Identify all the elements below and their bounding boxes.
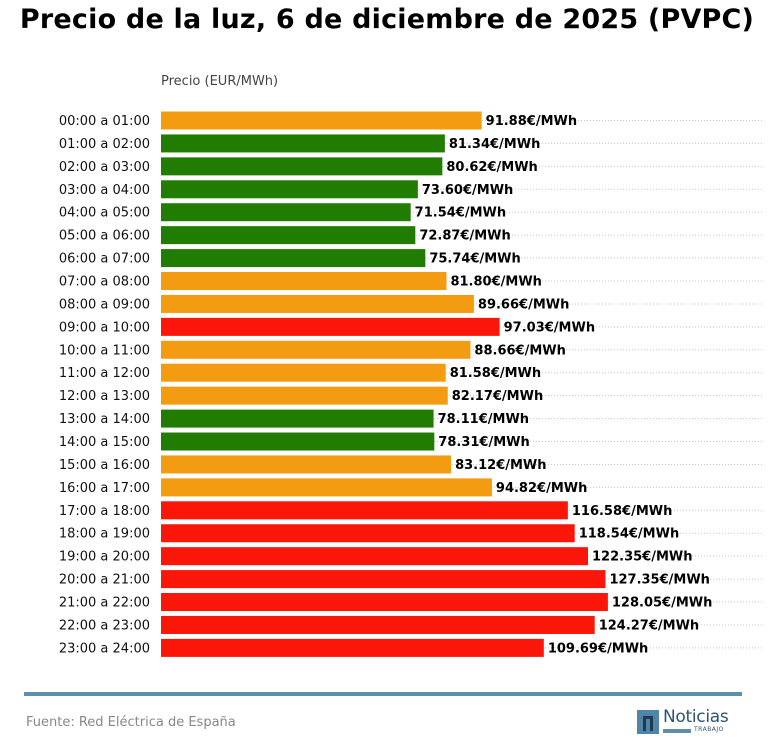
category-label: 23:00 a 24:00: [59, 641, 150, 656]
category-label: 07:00 a 08:00: [59, 275, 150, 290]
data-label: 78.11€/MWh: [438, 412, 529, 427]
data-label: 109.69€/MWh: [548, 641, 649, 656]
category-label: 09:00 a 10:00: [59, 320, 150, 335]
data-label: 122.35€/MWh: [592, 550, 693, 565]
data-label: 118.54€/MWh: [579, 527, 680, 542]
category-label: 11:00 a 12:00: [59, 366, 150, 381]
data-label: 71.54€/MWh: [415, 206, 506, 221]
data-label: 81.34€/MWh: [449, 137, 540, 152]
bar-1: [161, 134, 445, 153]
data-label: 81.80€/MWh: [450, 275, 541, 290]
data-label: 94.82€/MWh: [496, 481, 587, 496]
bar-0: [161, 111, 482, 130]
data-label: 80.62€/MWh: [446, 160, 537, 175]
bar-22: [161, 615, 595, 634]
logo-subtitle: TRABAJO: [694, 726, 724, 733]
category-label: 04:00 a 05:00: [59, 206, 150, 221]
category-label: 12:00 a 13:00: [59, 389, 150, 404]
data-label: 128.05€/MWh: [612, 596, 713, 611]
category-label: 13:00 a 14:00: [59, 412, 150, 427]
data-label: 97.03€/MWh: [504, 320, 595, 335]
bar-13: [161, 409, 434, 428]
data-label: 88.66€/MWh: [474, 343, 565, 358]
data-label: 78.31€/MWh: [438, 435, 529, 450]
bar-14: [161, 432, 435, 451]
bar-15: [161, 455, 452, 474]
bar-2: [161, 157, 443, 176]
bar-3: [161, 180, 418, 199]
category-label: 22:00 a 23:00: [59, 618, 150, 633]
footer-divider: [24, 692, 742, 696]
x-axis-label: Precio (EUR/MWh): [161, 74, 279, 89]
category-label: 16:00 a 17:00: [59, 481, 150, 496]
category-label: 06:00 a 07:00: [59, 252, 150, 267]
noticias-trabajo-logo: Noticias TRABAJO: [637, 707, 732, 735]
data-label: 82.17€/MWh: [452, 389, 543, 404]
logo-n-icon: [637, 710, 659, 734]
category-label: 20:00 a 21:00: [59, 573, 150, 588]
category-label: 17:00 a 18:00: [59, 504, 150, 519]
bar-21: [161, 593, 608, 612]
category-label: 03:00 a 04:00: [59, 183, 150, 198]
bar-4: [161, 203, 411, 222]
bar-19: [161, 547, 589, 566]
data-label: 73.60€/MWh: [422, 183, 513, 198]
bar-11: [161, 363, 446, 382]
category-label: 05:00 a 06:00: [59, 229, 150, 244]
data-label: 83.12€/MWh: [455, 458, 546, 473]
bar-9: [161, 317, 500, 336]
bar-5: [161, 226, 416, 245]
chart-title: Precio de la luz, 6 de diciembre de 2025…: [19, 4, 755, 35]
data-label: 81.58€/MWh: [450, 366, 541, 381]
data-label: 72.87€/MWh: [419, 229, 510, 244]
category-label: 14:00 a 15:00: [59, 435, 150, 450]
logo-underline: [663, 729, 691, 733]
bar-chart: 00:00 a 01:00 91.88€/MWh 01:00 a 02:00 81.3…: [59, 111, 764, 657]
bar-23: [161, 638, 544, 657]
category-label: 08:00 a 09:00: [59, 297, 150, 312]
data-label: 89.66€/MWh: [478, 297, 569, 312]
category-label: 00:00 a 01:00: [59, 114, 150, 129]
bar-20: [161, 570, 606, 589]
bar-6: [161, 249, 426, 268]
bar-16: [161, 478, 492, 497]
data-label: 75.74€/MWh: [429, 252, 520, 267]
data-label: 127.35€/MWh: [609, 573, 710, 588]
category-label: 18:00 a 19:00: [59, 527, 150, 542]
bar-17: [161, 501, 568, 520]
data-label: 124.27€/MWh: [599, 618, 700, 633]
category-label: 19:00 a 20:00: [59, 550, 150, 565]
bar-18: [161, 524, 575, 543]
logo-wordmark: Noticias: [663, 707, 729, 727]
data-label: 116.58€/MWh: [572, 504, 673, 519]
data-label: 91.88€/MWh: [486, 114, 577, 129]
category-label: 15:00 a 16:00: [59, 458, 150, 473]
bar-8: [161, 294, 474, 313]
category-label: 21:00 a 22:00: [59, 596, 150, 611]
category-label: 02:00 a 03:00: [59, 160, 150, 175]
category-label: 01:00 a 02:00: [59, 137, 150, 152]
bar-12: [161, 386, 448, 405]
bar-7: [161, 272, 447, 291]
category-label: 10:00 a 11:00: [59, 343, 150, 358]
source-note: Fuente: Red Eléctrica de España: [26, 715, 236, 730]
bar-10: [161, 340, 471, 359]
